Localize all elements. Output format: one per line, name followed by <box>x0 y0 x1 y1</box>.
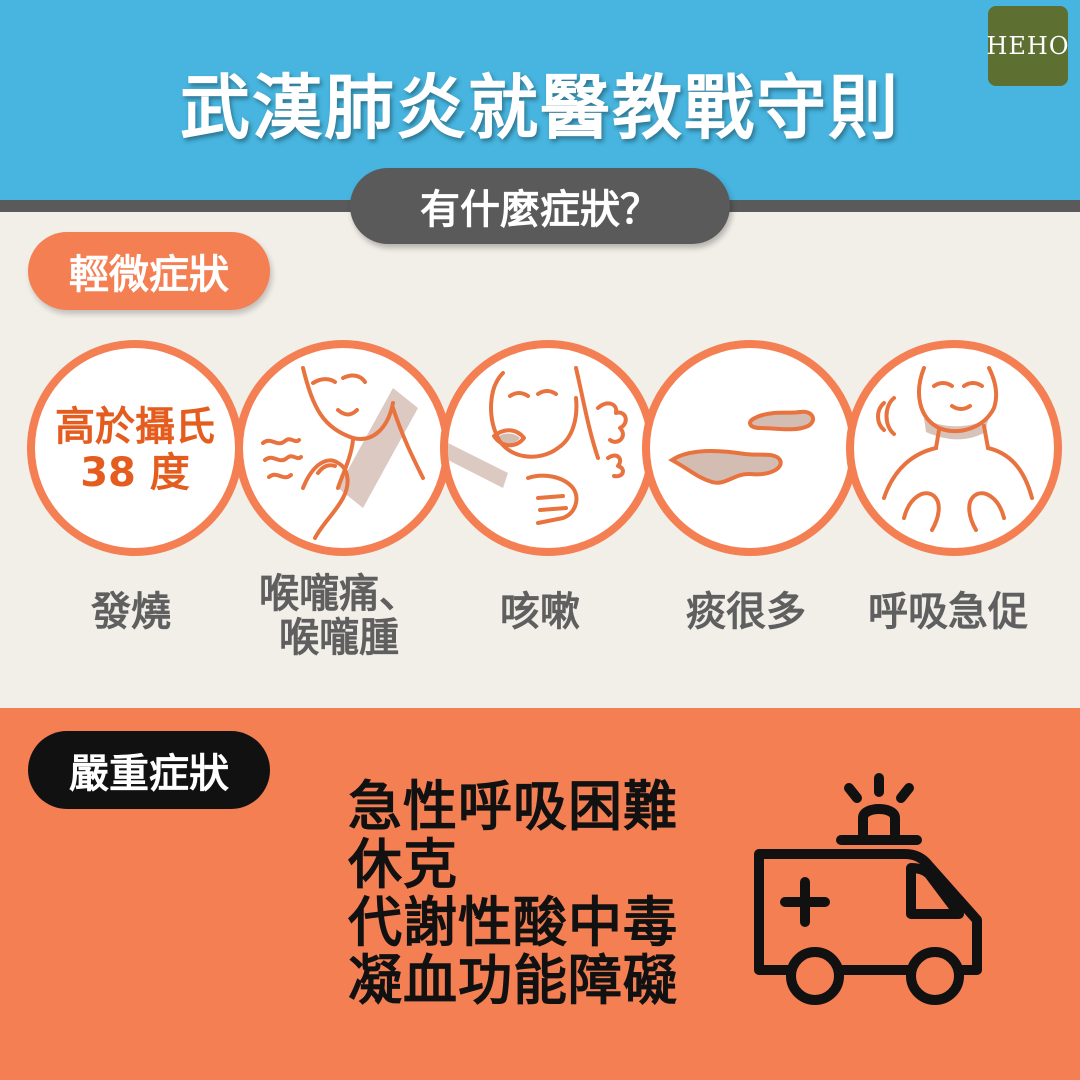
sore-throat-label-line-1: 喉嚨痛、 <box>259 571 419 617</box>
fever-circle: 高於攝氏 38 度 <box>27 340 243 556</box>
fever-threshold-line-2: 38 度 <box>80 450 190 496</box>
fever-threshold-text: 高於攝氏 38 度 <box>35 404 235 496</box>
phlegm-circle <box>642 340 858 556</box>
cough-icon <box>448 366 628 525</box>
severe-symptom-item: 休克 <box>348 833 458 896</box>
symptom-label-shortness-of-breath: 呼吸急促 <box>868 589 1028 635</box>
sore-throat-label-line-2: 喉嚨腫 <box>279 615 399 661</box>
mild-symptoms-badge: 輕微症狀 <box>28 232 270 310</box>
fever-threshold-line-1: 高於攝氏 <box>55 404 215 450</box>
shortness-of-breath-circle <box>846 340 1062 556</box>
symptom-label-fever: 發燒 <box>91 589 171 635</box>
severe-symptom-list: 急性呼吸困難 休克 代謝性酸中毒 凝血功能障礙 <box>348 778 678 1010</box>
sore-throat-icon <box>261 366 425 540</box>
shortness-of-breath-icon <box>876 366 1034 532</box>
severe-symptoms-badge: 嚴重症狀 <box>28 731 270 809</box>
symptom-label-sore-throat: 喉嚨痛、 喉嚨腫 <box>239 572 439 660</box>
sore-throat-circle <box>235 340 451 556</box>
severe-symptom-item: 代謝性酸中毒 <box>348 891 678 954</box>
symptom-label-cough: 咳嗽 <box>500 589 580 635</box>
severe-symptom-item: 凝血功能障礙 <box>348 949 678 1012</box>
severe-symptom-item: 急性呼吸困難 <box>348 775 678 838</box>
phlegm-icon <box>668 409 816 485</box>
page-title: 武漢肺炎就醫教戰守則 <box>180 67 900 149</box>
header-band <box>0 0 1080 200</box>
symptom-label-phlegm: 痰很多 <box>686 589 806 635</box>
cough-circle <box>440 340 656 556</box>
heho-logo: HEHO <box>986 6 1069 86</box>
question-pill: 有什麼症狀？ <box>350 168 730 244</box>
ambulance-icon <box>754 773 982 1005</box>
